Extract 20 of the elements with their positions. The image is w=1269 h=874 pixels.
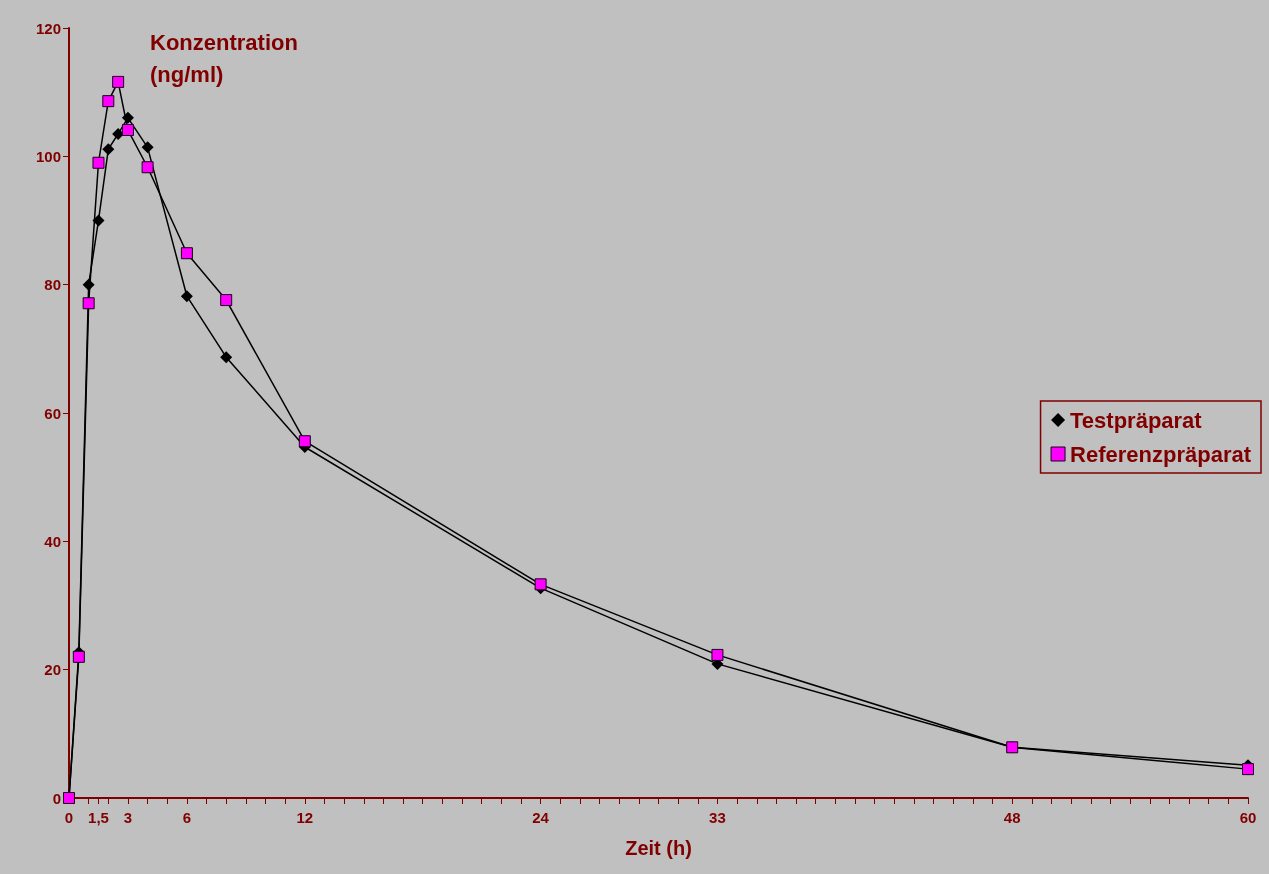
y-tick-label: 120	[35, 19, 61, 37]
x-tick-label: 12	[296, 809, 314, 826]
legend-label: Testpräparat	[1070, 407, 1203, 433]
x-tick-label: 60	[1239, 809, 1257, 826]
x-axis-title: Zeit (h)	[625, 837, 692, 859]
y-tick-label: 80	[44, 276, 61, 294]
x-tick-label: 3	[123, 809, 133, 826]
legend-label: Referenzpräparat	[1070, 441, 1252, 467]
y-axis-title: Konzentration (ng/ml)	[150, 29, 304, 87]
x-tick-label: 24	[532, 809, 550, 826]
x-tick-label: 6	[182, 809, 192, 826]
y-tick-label: 100	[35, 147, 61, 165]
y-tick-label: 40	[44, 532, 61, 550]
y-tick-label: 60	[44, 404, 61, 422]
x-tick-label: 48	[1003, 809, 1021, 826]
y-tick-label: 0	[52, 789, 61, 807]
x-tick-label: 1,5	[88, 809, 109, 826]
x-tick-label: 0	[64, 809, 74, 826]
y-tick-label: 20	[44, 661, 61, 679]
x-tick-label: 33	[709, 809, 726, 826]
